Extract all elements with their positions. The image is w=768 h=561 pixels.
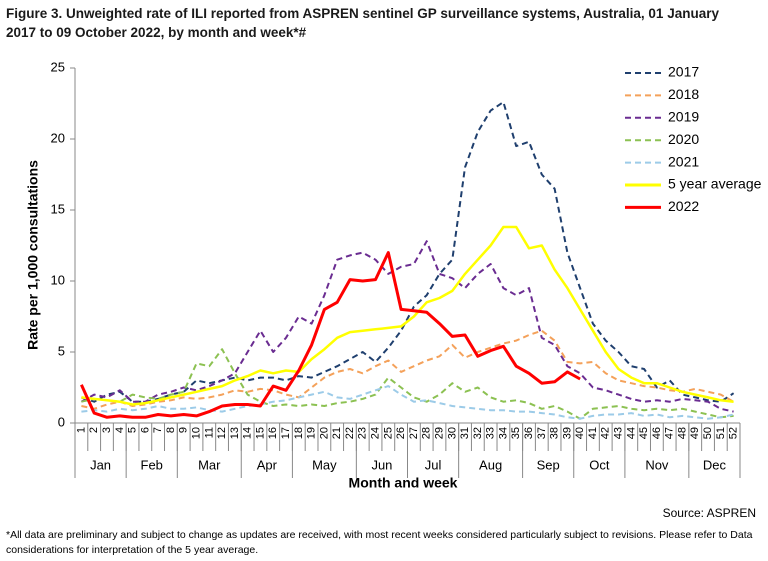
x-tick-label: 43 (613, 427, 625, 439)
series-line (80, 251, 581, 419)
legend-label: 2021 (668, 153, 699, 169)
x-tick-label: 42 (600, 427, 612, 439)
x-tick-label: 27 (408, 427, 420, 439)
x-tick-label: 25 (382, 427, 394, 439)
x-tick-label: 23 (357, 427, 369, 439)
x-tick-label: 5 (127, 427, 139, 433)
x-axis-label: Month and week (349, 475, 458, 491)
x-tick-label: 17 (280, 427, 292, 439)
x-tick-label: 37 (536, 427, 548, 439)
x-tick-label: 1 (75, 427, 87, 433)
month-label: May (312, 457, 337, 472)
x-tick-label: 49 (689, 427, 701, 439)
series-line (81, 101, 735, 403)
x-tick-label: 6 (139, 427, 151, 433)
series-line (81, 348, 734, 420)
month-label: Nov (645, 457, 669, 472)
footnote: *All data are preliminary and subject to… (6, 529, 753, 556)
y-axis-label: Rate per 1,000 consultations (25, 160, 41, 350)
legend-label: 2022 (668, 198, 699, 214)
x-tick-label: 20 (318, 427, 330, 439)
x-tick-label: 50 (702, 427, 714, 439)
month-label: Apr (257, 457, 278, 472)
x-tick-label: 34 (497, 427, 509, 439)
x-tick-label: 7 (152, 427, 164, 433)
x-tick-label: 45 (638, 427, 650, 439)
series-line (80, 240, 734, 413)
x-tick-label: 24 (370, 427, 382, 439)
x-tick-label: 10 (190, 427, 202, 439)
x-tick-label: 46 (651, 427, 663, 439)
x-tick-label: 2 (88, 427, 100, 433)
legend-label: 2017 (668, 64, 699, 80)
x-tick-label: 22 (344, 427, 356, 439)
x-tick-label: 29 (433, 427, 445, 439)
chart-title: Figure 3. Unweighted rate of ILI reporte… (6, 6, 719, 40)
x-tick-label: 51 (715, 427, 727, 439)
series-line (81, 329, 735, 410)
y-tick-label: 25 (51, 59, 65, 74)
x-tick-label: 15 (254, 427, 266, 439)
x-tick-label: 13 (229, 427, 241, 439)
legend-label: 2018 (668, 86, 699, 102)
y-tick-label: 5 (58, 343, 65, 358)
x-tick-label: 32 (472, 427, 484, 439)
month-label: Dec (703, 457, 727, 472)
month-label: Jul (425, 457, 442, 472)
legend-label: 5 year average (668, 176, 762, 192)
x-tick-label: 14 (242, 427, 254, 439)
x-tick-label: 48 (676, 427, 688, 439)
x-tick-label: 21 (331, 427, 343, 439)
x-tick-label: 36 (523, 427, 535, 439)
month-label: Oct (589, 457, 610, 472)
y-tick-label: 0 (58, 414, 65, 429)
legend-label: 2020 (668, 131, 699, 147)
x-tick-label: 16 (267, 427, 279, 439)
legend-label: 2019 (668, 109, 699, 125)
x-tick-label: 26 (395, 427, 407, 439)
month-label: Aug (479, 457, 502, 472)
x-tick-label: 4 (114, 427, 126, 433)
month-label: Sep (537, 457, 560, 472)
month-label: Jan (90, 457, 111, 472)
x-tick-label: 39 (561, 427, 573, 439)
x-tick-label: 28 (421, 427, 433, 439)
x-tick-label: 19 (306, 427, 318, 439)
source: Source: ASPREN (663, 506, 756, 520)
x-tick-label: 44 (625, 427, 637, 439)
x-tick-label: 18 (293, 427, 305, 439)
x-tick-label: 38 (549, 427, 561, 439)
x-tick-label: 41 (587, 427, 599, 439)
x-tick-label: 30 (446, 427, 458, 439)
month-label: Jun (371, 457, 392, 472)
month-label: Mar (198, 457, 221, 472)
x-tick-label: 35 (510, 427, 522, 439)
y-tick-label: 10 (51, 272, 65, 287)
x-tick-label: 11 (203, 427, 215, 438)
x-tick-label: 33 (485, 427, 497, 439)
x-tick-label: 3 (101, 427, 113, 433)
y-tick-label: 20 (51, 130, 65, 145)
month-label: Feb (141, 457, 163, 472)
x-tick-label: 8 (165, 427, 177, 433)
x-tick-label: 12 (216, 427, 228, 439)
x-tick-label: 40 (574, 427, 586, 439)
x-tick-label: 9 (178, 427, 190, 433)
x-tick-label: 52 (728, 427, 740, 439)
series-line (81, 225, 734, 406)
y-tick-label: 15 (51, 201, 65, 216)
x-tick-label: 47 (664, 427, 676, 439)
x-tick-label: 31 (459, 427, 471, 439)
